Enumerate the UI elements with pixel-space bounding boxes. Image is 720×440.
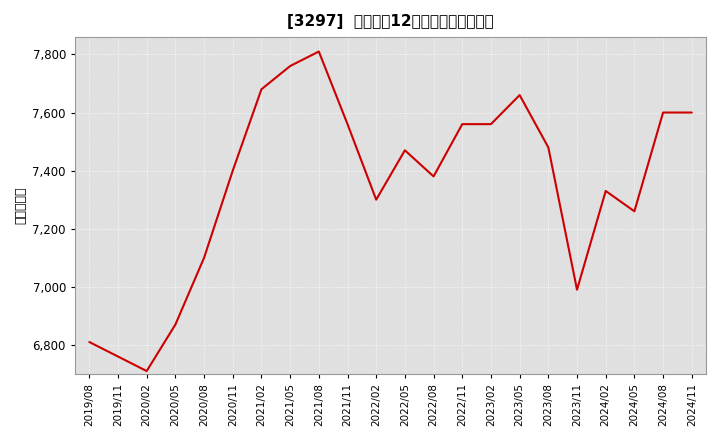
Title: [3297]  売上高の12か月移動合計の推移: [3297] 売上高の12か月移動合計の推移	[287, 14, 494, 29]
Y-axis label: （百万円）: （百万円）	[14, 187, 27, 224]
